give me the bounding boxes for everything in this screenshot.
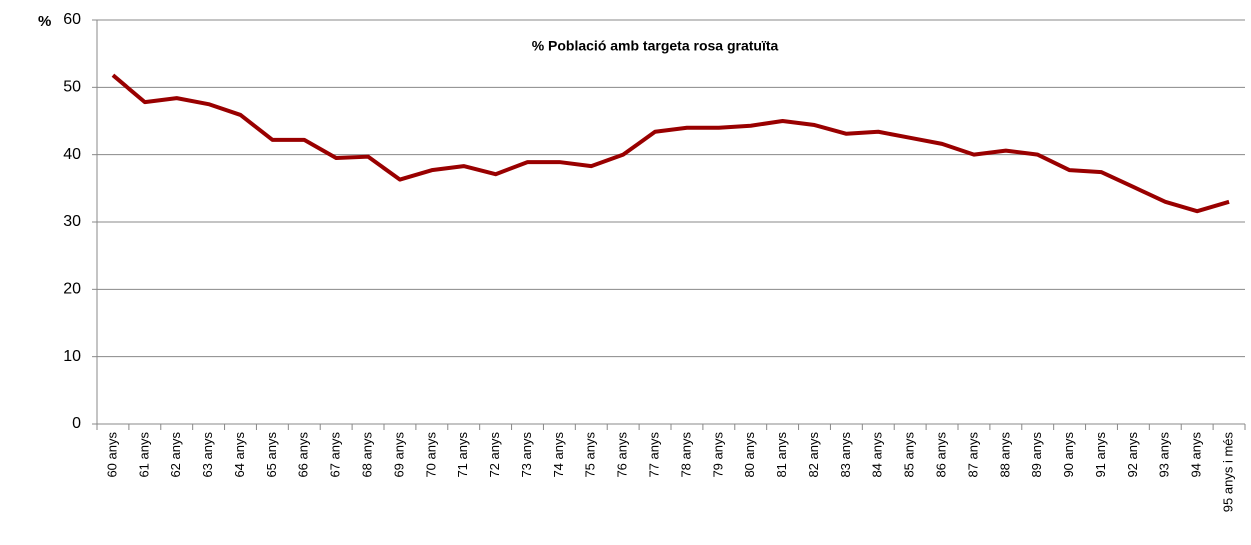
x-tick-label: 78 anys xyxy=(678,432,693,478)
x-tick-label: 72 anys xyxy=(487,432,502,478)
x-tick-label: 80 anys xyxy=(742,432,757,478)
y-tick-label: 40 xyxy=(63,146,81,163)
x-tick-label: 68 anys xyxy=(359,432,374,478)
x-tick-label: 85 anys xyxy=(902,432,917,478)
x-tick-label: 70 anys xyxy=(423,432,438,478)
x-tick-label: 79 anys xyxy=(710,432,725,478)
x-tick-label: 88 anys xyxy=(997,432,1012,478)
y-tick-label: 60 xyxy=(63,11,81,28)
x-tick-label: 65 anys xyxy=(264,432,279,478)
y-tick-label: 30 xyxy=(63,213,81,230)
x-tick-label: 92 anys xyxy=(1125,432,1140,478)
x-tick-label: 67 anys xyxy=(328,432,343,478)
y-tick-label: 10 xyxy=(63,348,81,365)
line-series xyxy=(111,73,1230,214)
chart-title: % Població amb targeta rosa gratuïta xyxy=(532,38,779,54)
y-tick-label: 50 xyxy=(63,79,81,96)
x-tick-label: 89 anys xyxy=(1029,432,1044,478)
y-tick-label: 0 xyxy=(72,415,81,432)
x-tick-label: 91 anys xyxy=(1093,432,1108,478)
x-tick-label: 75 anys xyxy=(583,432,598,478)
x-tick-label: 90 anys xyxy=(1061,432,1076,478)
x-tick-label: 66 anys xyxy=(296,432,311,478)
x-tick-label: 61 anys xyxy=(136,432,151,478)
x-tick-label: 73 anys xyxy=(519,432,534,478)
y-axis-label: % xyxy=(38,13,51,30)
x-tick-label: 95 anys i més xyxy=(1220,432,1235,513)
x-tick-label: 81 anys xyxy=(774,432,789,478)
x-tick-label: 77 anys xyxy=(646,432,661,478)
x-tick-label: 74 anys xyxy=(551,432,566,478)
x-tick-label: 94 anys xyxy=(1189,432,1204,478)
x-tick-label: 69 anys xyxy=(391,432,406,478)
x-tick-label: 84 anys xyxy=(870,432,885,478)
x-tick-label: 83 anys xyxy=(838,432,853,478)
x-tick-label: 87 anys xyxy=(965,432,980,478)
x-tick-label: 82 anys xyxy=(806,432,821,478)
x-tick-label: 93 anys xyxy=(1157,432,1172,478)
x-tick-label: 71 anys xyxy=(455,432,470,478)
y-tick-label: 20 xyxy=(63,281,81,298)
x-tick-label: 64 anys xyxy=(232,432,247,478)
x-tick-label: 76 anys xyxy=(615,432,630,478)
x-tick-label: 62 anys xyxy=(168,432,183,478)
x-tick-label: 60 anys xyxy=(104,432,119,478)
x-tick-label: 63 anys xyxy=(200,432,215,478)
x-tick-label: 86 anys xyxy=(933,432,948,478)
